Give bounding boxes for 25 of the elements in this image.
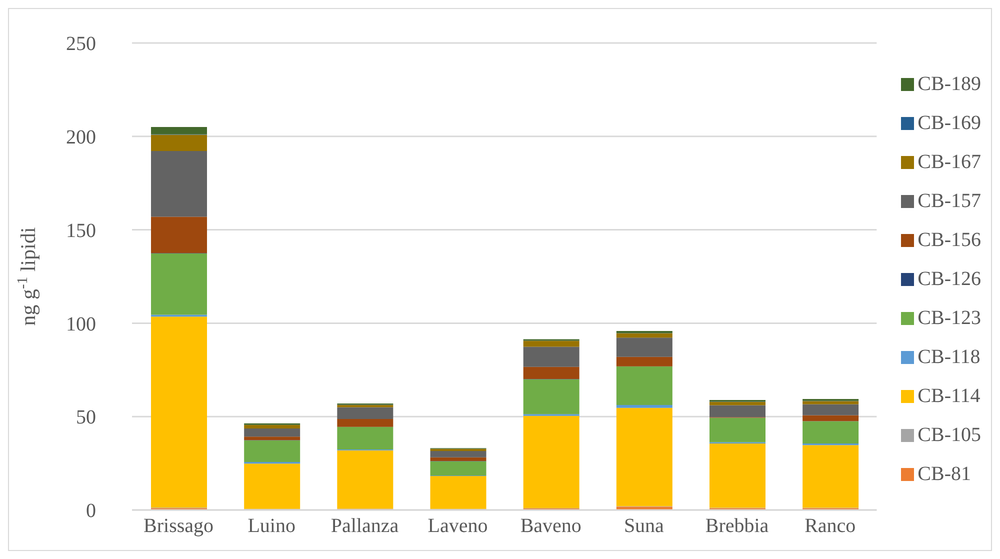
y-tick-label: 250 — [66, 33, 96, 56]
y-tick-label: 50 — [76, 406, 96, 429]
legend-label: CB-114 — [918, 385, 980, 408]
legend-label: CB-156 — [918, 229, 981, 252]
x-tick-label: Pallanza — [330, 515, 399, 538]
legend-label: CB-169 — [918, 112, 981, 135]
x-tick-label: Brissago — [144, 515, 214, 538]
x-tick-label: Laveno — [428, 515, 488, 538]
legend-label: CB-81 — [918, 463, 971, 486]
x-tick-label: Baveno — [520, 515, 582, 538]
x-tick-label: Ranco — [804, 515, 856, 538]
y-tick-label: 150 — [66, 220, 96, 242]
y-tick-label: 100 — [66, 313, 96, 336]
legend-label: CB-157 — [918, 190, 981, 213]
legend-label: CB-105 — [918, 424, 981, 447]
x-tick-label: Suna — [624, 515, 664, 538]
y-tick-label: 0 — [86, 500, 96, 522]
legend-label: CB-118 — [918, 346, 980, 369]
y-tick-label: 200 — [66, 126, 96, 148]
legend-label: CB-189 — [918, 73, 981, 96]
legend-label: CB-123 — [918, 307, 981, 330]
x-tick-label: Brebbia — [705, 515, 769, 538]
legend-label: CB-126 — [918, 268, 981, 291]
x-tick-label: Luino — [248, 515, 296, 538]
legend-label: CB-167 — [918, 151, 981, 174]
